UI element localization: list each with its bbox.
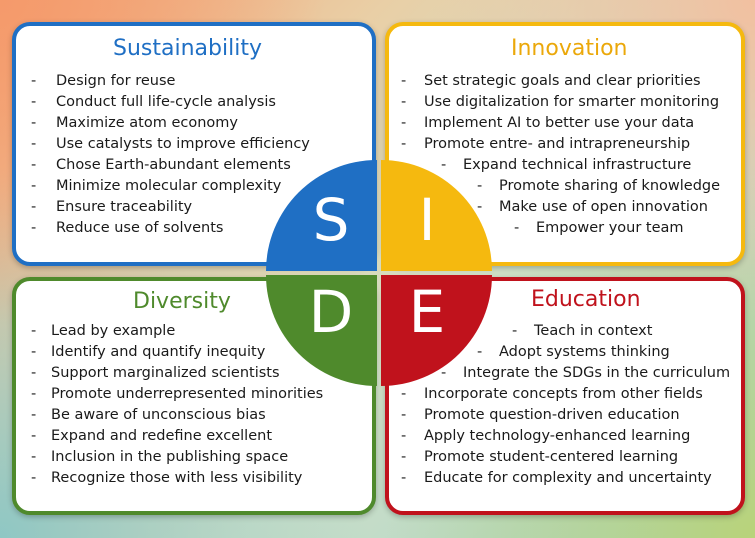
letter-e: E bbox=[408, 278, 446, 346]
innovation-title: Innovation bbox=[511, 36, 628, 61]
list-item: - Incorporate concepts from other fields bbox=[401, 386, 703, 402]
list-item: - Empower your team bbox=[514, 220, 684, 236]
list-item: - Promote question-driven education bbox=[401, 407, 680, 423]
letter-s: S bbox=[312, 186, 350, 254]
list-item: - Integrate the SDGs in the curriculum bbox=[441, 365, 731, 381]
side-circle: S I D E bbox=[266, 160, 492, 386]
list-item: - Implement AI to better use your data bbox=[401, 115, 695, 131]
letter-d: D bbox=[308, 278, 354, 346]
list-item: - Educate for complexity and uncertainty bbox=[401, 470, 712, 486]
list-item: - Apply technology-enhanced learning bbox=[401, 428, 691, 444]
letter-i: I bbox=[418, 186, 436, 254]
sustainability-panel: Sustainability - Design for reuse - Conduc… bbox=[12, 22, 376, 266]
list-item: - Promote sharing of knowledge bbox=[477, 178, 721, 194]
list-item: - Adopt systems thinking bbox=[477, 344, 670, 360]
list-item: - Expand technical infrastructure bbox=[441, 157, 692, 173]
diversity-panel: Diversity - Lead by example - Identify and… bbox=[12, 277, 376, 515]
education-title: Education bbox=[531, 287, 641, 312]
sustainability-title: Sustainability bbox=[113, 36, 262, 61]
education-list: - Teach in context - Adopt systems thinkin… bbox=[401, 321, 741, 489]
list-item: - Promote student-centered learning bbox=[401, 449, 679, 465]
list-item: - Set strategic goals and clear prioritie… bbox=[401, 73, 701, 89]
list-item: - Teach in context bbox=[512, 323, 653, 339]
list-item: - Make use of open innovation bbox=[477, 199, 708, 215]
innovation-list: - Set strategic goals and clear prioritie… bbox=[401, 71, 741, 239]
list-item: - Use digitalization for smarter monitori… bbox=[401, 94, 720, 110]
diversity-title: Diversity bbox=[133, 289, 231, 314]
list-item: - Promote entre- and intrapreneurship bbox=[401, 136, 691, 152]
